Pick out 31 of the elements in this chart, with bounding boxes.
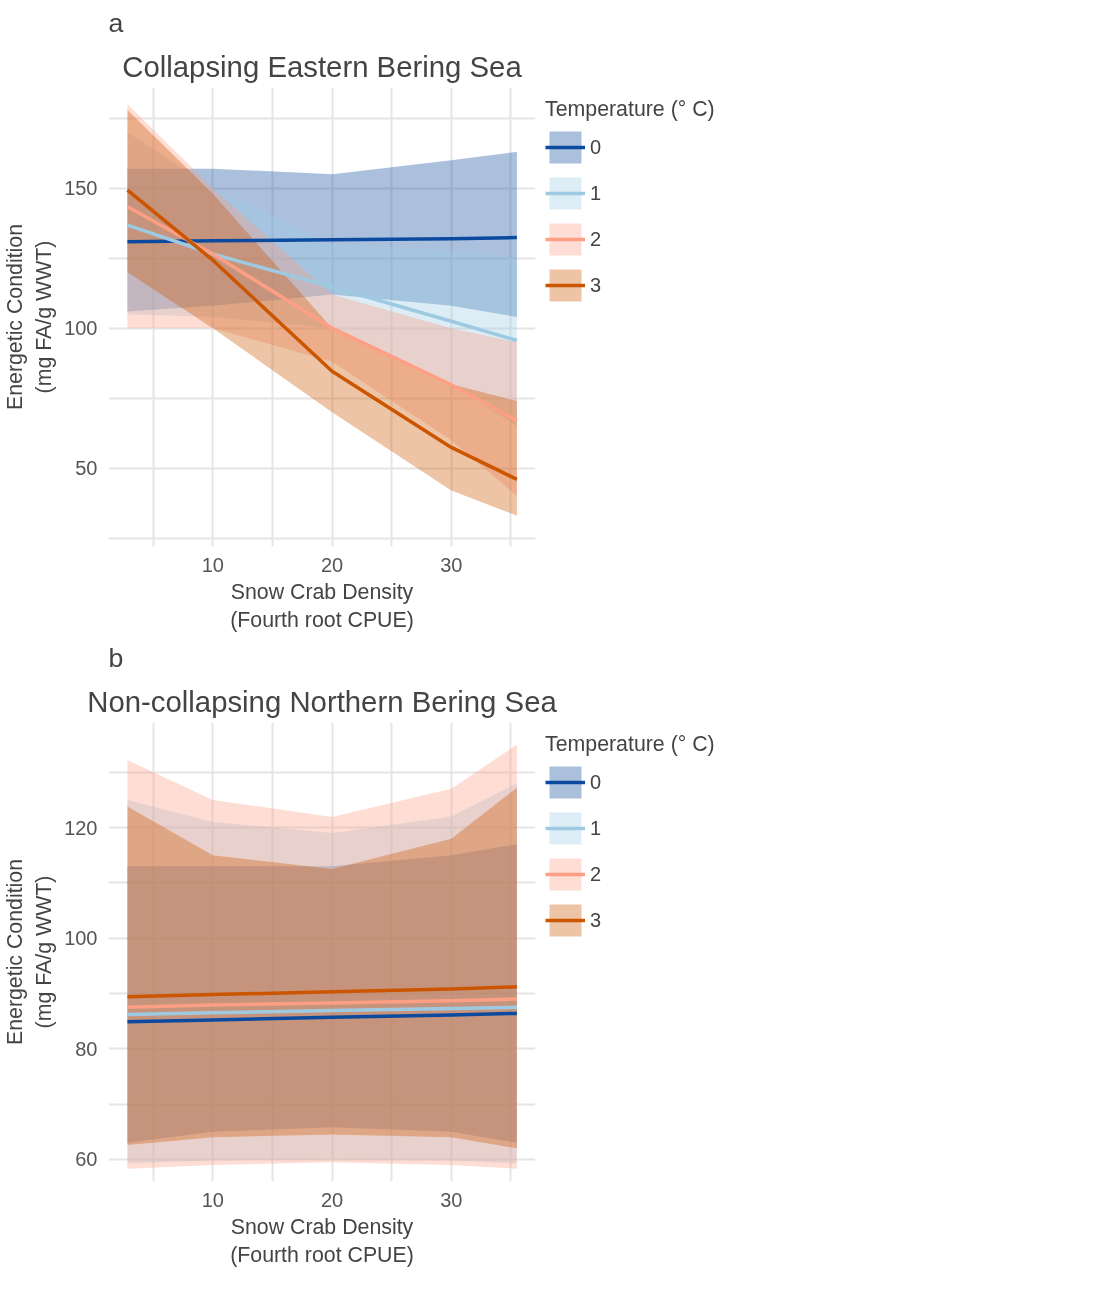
y-tick-label: 120 xyxy=(64,816,98,839)
x-tick-label: 10 xyxy=(201,1188,224,1211)
y-tick-label: 100 xyxy=(64,927,98,950)
chart-title: Collapsing Eastern Bering Sea xyxy=(122,49,523,83)
legend-title: Temperature (° C) xyxy=(545,732,715,757)
y-tick-label: 60 xyxy=(75,1148,98,1171)
x-axis-title: Snow Crab Density (Fourth root CPUE) xyxy=(230,579,414,633)
legend-label: 1 xyxy=(590,181,603,205)
y-axis-title: Energetic Condition (mg FA/g WWT) xyxy=(3,223,57,411)
x-axis-title: Snow Crab Density (Fourth root CPUE) xyxy=(230,1214,414,1268)
x-tick-label: 20 xyxy=(320,1188,344,1211)
y-axis-title: Energetic Condition (mg FA/g WWT) xyxy=(3,858,57,1046)
x-tick-label: 30 xyxy=(440,1188,463,1211)
legend-label: 3 xyxy=(590,908,603,932)
text: b xyxy=(108,642,124,673)
legend-label: 0 xyxy=(590,770,603,794)
text: a xyxy=(108,7,124,38)
y-tick-label: 100 xyxy=(64,317,98,340)
legend-label: 1 xyxy=(590,816,603,840)
x-tick-label: 30 xyxy=(440,553,463,576)
legend-label: 2 xyxy=(590,227,603,251)
x-tick-label: 20 xyxy=(320,553,344,576)
legend-label: 2 xyxy=(590,862,603,886)
y-tick-label: 150 xyxy=(64,177,98,200)
legend-label: 0 xyxy=(590,135,603,159)
y-tick-label: 80 xyxy=(75,1037,98,1060)
legend-title: Temperature (° C) xyxy=(545,97,715,122)
legend-label: 3 xyxy=(590,273,603,297)
x-tick-label: 10 xyxy=(201,553,224,576)
chart-title: Non-collapsing Northern Bering Sea xyxy=(87,684,558,718)
y-tick-label: 50 xyxy=(75,457,98,480)
